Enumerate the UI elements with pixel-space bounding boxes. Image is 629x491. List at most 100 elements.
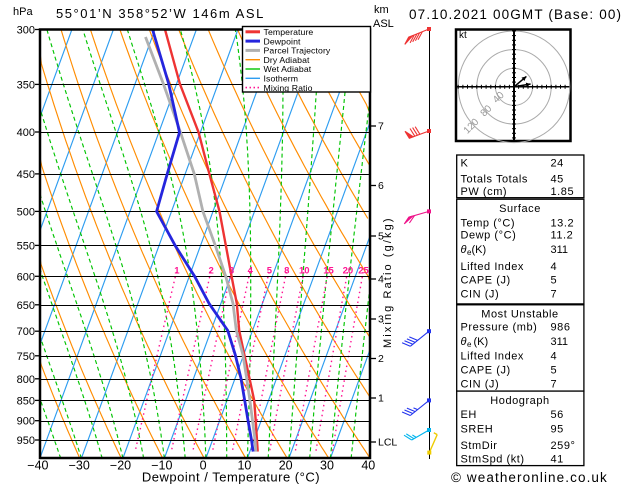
svg-text:55°01’N 358°52’W 146m ASL: 55°01’N 358°52’W 146m ASL [56, 6, 265, 21]
svg-text:1.85: 1.85 [551, 186, 575, 198]
svg-text:(K): (K) [472, 244, 487, 256]
svg-text:−30: −30 [69, 459, 90, 473]
svg-text:5: 5 [267, 266, 273, 277]
svg-text:Pressure (mb): Pressure (mb) [461, 322, 538, 334]
svg-text:K: K [461, 158, 469, 170]
svg-text:40: 40 [361, 459, 375, 473]
svg-text:4: 4 [551, 350, 558, 362]
svg-text:Lifted Index: Lifted Index [461, 261, 524, 273]
svg-text:700: 700 [17, 326, 35, 338]
svg-text:e: e [467, 248, 472, 257]
svg-text:10: 10 [237, 459, 251, 473]
svg-text:CAPE (J): CAPE (J) [461, 364, 511, 376]
svg-text:PW (cm): PW (cm) [461, 186, 508, 198]
svg-text:1: 1 [378, 393, 384, 405]
svg-text:StmDir: StmDir [461, 440, 498, 452]
svg-text:Temp (°C): Temp (°C) [461, 217, 516, 229]
svg-text:6: 6 [378, 180, 384, 192]
svg-text:Dry Adiabat: Dry Adiabat [264, 55, 310, 65]
svg-text:7: 7 [378, 121, 384, 133]
svg-text:5: 5 [551, 364, 558, 376]
svg-text:5: 5 [378, 231, 384, 243]
svg-text:Mixing Ratio: Mixing Ratio [264, 83, 313, 93]
svg-text:7: 7 [551, 288, 558, 300]
svg-text:750: 750 [17, 351, 35, 363]
svg-text:© weatheronline.co.uk: © weatheronline.co.uk [451, 470, 608, 485]
svg-text:400: 400 [17, 127, 35, 139]
svg-text:EH: EH [461, 409, 477, 421]
svg-text:Hodograph: Hodograph [490, 395, 549, 407]
svg-text:45: 45 [551, 174, 564, 186]
svg-text:Parcel Trajectory: Parcel Trajectory [264, 46, 331, 56]
svg-text:−40: −40 [27, 459, 48, 473]
svg-text:2: 2 [209, 266, 214, 277]
svg-text:20: 20 [279, 459, 293, 473]
svg-text:kt: kt [459, 30, 467, 41]
svg-text:Isotherm: Isotherm [264, 74, 299, 84]
svg-text:4: 4 [248, 266, 254, 277]
svg-text:5: 5 [551, 275, 558, 287]
svg-text:500: 500 [17, 206, 35, 218]
svg-text:0: 0 [200, 459, 207, 473]
svg-text:−10: −10 [151, 459, 172, 473]
svg-text:ASL: ASL [373, 18, 394, 30]
svg-text:450: 450 [17, 169, 35, 181]
svg-text:41: 41 [551, 453, 564, 465]
svg-text:Most Unstable: Most Unstable [481, 308, 558, 320]
svg-text:Surface: Surface [499, 203, 541, 215]
svg-text:25: 25 [358, 266, 369, 277]
svg-text:2: 2 [378, 353, 384, 365]
svg-text:hPa: hPa [13, 6, 33, 18]
svg-text:Lifted Index: Lifted Index [461, 350, 524, 362]
svg-text:311: 311 [551, 336, 569, 348]
svg-text:24: 24 [551, 158, 564, 170]
svg-text:Dewpoint / Temperature (°C): Dewpoint / Temperature (°C) [142, 470, 320, 485]
svg-text:20: 20 [343, 266, 354, 277]
svg-text:Totals Totals: Totals Totals [461, 174, 528, 186]
svg-text:Dewp (°C): Dewp (°C) [461, 230, 517, 242]
svg-text:311: 311 [551, 244, 569, 256]
svg-text:13.2: 13.2 [551, 217, 575, 229]
svg-text:8: 8 [284, 266, 289, 277]
svg-text:300: 300 [17, 25, 35, 37]
svg-text:θ: θ [461, 244, 467, 256]
svg-text:SREH: SREH [461, 424, 494, 436]
svg-text:10: 10 [299, 266, 310, 277]
svg-text:Dewpoint: Dewpoint [264, 36, 302, 46]
svg-text:350: 350 [17, 79, 35, 91]
svg-text:11.2: 11.2 [551, 230, 574, 242]
svg-text:4: 4 [378, 274, 384, 286]
svg-text:Mixing Ratio (g/kg): Mixing Ratio (g/kg) [382, 216, 394, 348]
svg-text:3: 3 [229, 266, 234, 277]
svg-text:600: 600 [17, 271, 35, 283]
svg-text:7: 7 [551, 378, 558, 390]
svg-text:850: 850 [17, 395, 35, 407]
svg-text:CAPE (J): CAPE (J) [461, 275, 511, 287]
svg-text:07.10.2021 00GMT (Base: 00): 07.10.2021 00GMT (Base: 00) [409, 7, 622, 22]
svg-text:56: 56 [551, 409, 564, 421]
svg-text:Temperature: Temperature [264, 27, 314, 37]
svg-text:3: 3 [378, 314, 384, 326]
svg-text:800: 800 [17, 374, 35, 386]
svg-text:95: 95 [551, 424, 564, 436]
svg-text:15: 15 [323, 266, 334, 277]
svg-text:e: e [467, 340, 472, 349]
svg-text:650: 650 [17, 300, 35, 312]
svg-text:−20: −20 [110, 459, 131, 473]
svg-text:StmSpd (kt): StmSpd (kt) [461, 453, 525, 465]
svg-text:986: 986 [551, 322, 571, 334]
svg-text:900: 900 [17, 416, 35, 428]
svg-text:950: 950 [17, 435, 35, 447]
svg-text:CIN (J): CIN (J) [461, 378, 500, 390]
svg-text:km: km [374, 4, 389, 16]
svg-text:LCL: LCL [378, 437, 397, 449]
svg-text:θ: θ [461, 336, 467, 348]
svg-text:Wet Adiabat: Wet Adiabat [264, 64, 312, 74]
svg-text:1: 1 [174, 266, 180, 277]
svg-text:CIN (J): CIN (J) [461, 288, 500, 300]
svg-text:(K): (K) [474, 336, 489, 348]
svg-text:4: 4 [551, 261, 558, 273]
svg-text:550: 550 [17, 240, 35, 252]
svg-text:30: 30 [320, 459, 334, 473]
svg-text:259°: 259° [551, 440, 576, 452]
